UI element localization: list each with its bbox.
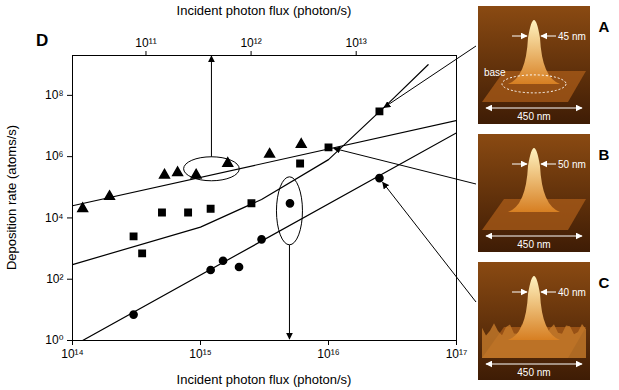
svg-text:45 nm: 45 nm [558, 31, 586, 42]
svg-text:10¹⁷: 10¹⁷ [446, 347, 468, 361]
svg-text:450 nm: 450 nm [517, 111, 550, 122]
svg-text:10⁰: 10⁰ [45, 333, 63, 347]
svg-text:40 nm: 40 nm [558, 287, 586, 298]
svg-text:10⁸: 10⁸ [45, 88, 63, 102]
svg-text:Incident photon flux (photon/s: Incident photon flux (photon/s) [177, 372, 352, 387]
svg-text:10¹²: 10¹² [240, 36, 261, 50]
svg-text:Deposition rate (atoms/s): Deposition rate (atoms/s) [4, 125, 19, 270]
svg-text:10¹⁴: 10¹⁴ [61, 347, 84, 361]
svg-text:C: C [599, 274, 610, 291]
svg-text:D: D [36, 31, 48, 50]
svg-text:A: A [599, 18, 610, 35]
svg-text:B: B [599, 146, 610, 163]
svg-text:10¹¹: 10¹¹ [135, 36, 156, 50]
svg-text:10²: 10² [46, 272, 63, 286]
svg-text:10¹⁶: 10¹⁶ [317, 347, 339, 361]
svg-text:10⁴: 10⁴ [45, 211, 64, 225]
svg-text:450 nm: 450 nm [517, 367, 550, 378]
svg-text:10¹⁵: 10¹⁵ [189, 347, 211, 361]
svg-text:10⁶: 10⁶ [45, 149, 63, 163]
svg-text:Incident photon flux (photon/s: Incident photon flux (photon/s) [177, 3, 352, 18]
svg-text:450 nm: 450 nm [517, 239, 550, 250]
svg-text:50 nm: 50 nm [558, 159, 586, 170]
svg-text:base: base [484, 67, 506, 78]
svg-text:10¹³: 10¹³ [346, 36, 367, 50]
